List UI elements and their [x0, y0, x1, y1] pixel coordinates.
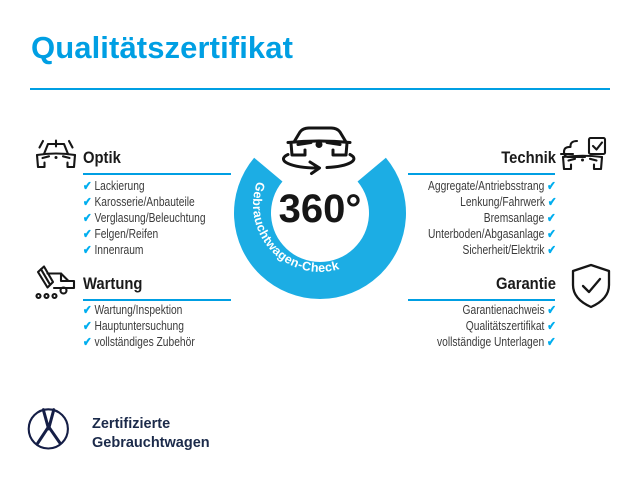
svg-text:360°: 360°	[279, 187, 362, 231]
